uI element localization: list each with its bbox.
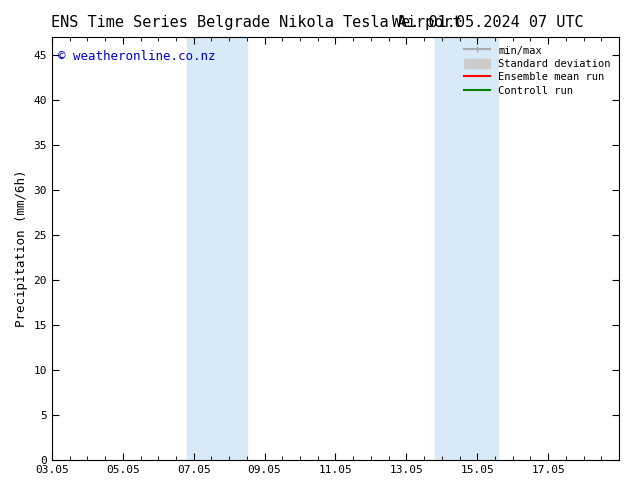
Text: © weatheronline.co.nz: © weatheronline.co.nz — [58, 50, 215, 63]
Text: We. 01.05.2024 07 UTC: We. 01.05.2024 07 UTC — [392, 15, 583, 30]
Bar — [186, 37, 247, 460]
Legend: min/max, Standard deviation, Ensemble mean run, Controll run: min/max, Standard deviation, Ensemble me… — [461, 42, 614, 99]
Y-axis label: Precipitation (mm/6h): Precipitation (mm/6h) — [15, 170, 28, 327]
Bar — [435, 37, 498, 460]
Text: ENS Time Series Belgrade Nikola Tesla Airport: ENS Time Series Belgrade Nikola Tesla Ai… — [51, 15, 462, 30]
